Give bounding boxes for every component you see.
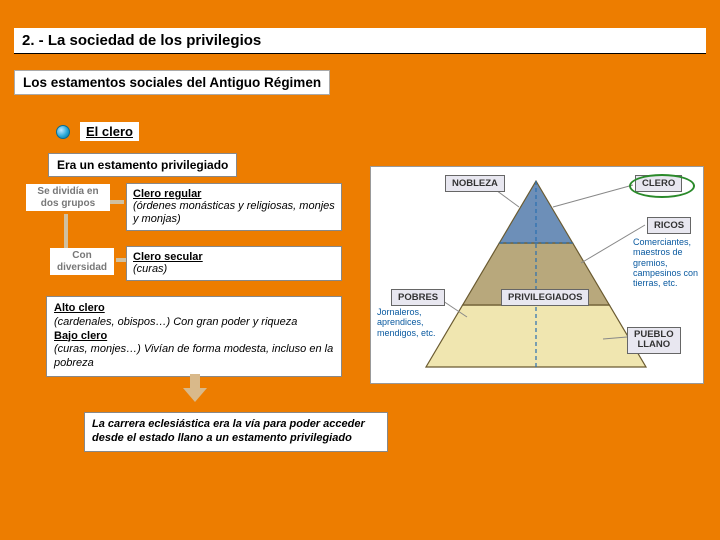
bajo-clero-desc: (curas, monjes…) Vivían de forma modesta… <box>54 343 334 371</box>
label-nobleza: NOBLEZA <box>445 175 505 192</box>
alto-clero-title: Alto clero <box>54 302 334 316</box>
page-title: 2. - La sociedad de los privilegios <box>14 28 706 54</box>
text-pobres: Jornaleros, aprendices, mendigos, etc. <box>377 307 449 338</box>
label-pobres: POBRES <box>391 289 445 306</box>
page-subtitle: Los estamentos sociales del Antiguo Régi… <box>14 70 330 95</box>
section-header: El clero <box>56 122 139 141</box>
clero-regular-desc: (órdenes monásticas y religiosas, monjes… <box>133 200 335 226</box>
label-ricos: RICOS <box>647 217 691 234</box>
clero-secular-title: Clero secular <box>133 251 335 263</box>
clero-secular-desc: (curas) <box>133 263 335 276</box>
clero-secular-box: Clero secular (curas) <box>126 246 342 281</box>
ellipse-highlight-icon <box>629 174 695 198</box>
clero-regular-box: Clero regular (órdenes monásticas y reli… <box>126 183 342 231</box>
hierarchy-box: Alto clero (cardenales, obispos…) Con gr… <box>46 296 342 377</box>
label-privilegiados: PRIVILEGIADOS <box>501 289 589 306</box>
sublabel-groups: Se dividía en dos grupos <box>26 184 110 211</box>
clero-regular-title: Clero regular <box>133 188 335 200</box>
text-ricos: Comerciantes, maestros de gremios, campe… <box>633 237 703 289</box>
alto-clero-desc: (cardenales, obispos…) Con gran poder y … <box>54 316 334 330</box>
bajo-clero-title: Bajo clero <box>54 330 334 344</box>
bullet-icon <box>56 125 70 139</box>
section-label: El clero <box>80 122 139 141</box>
label-pueblo-llano: PUEBLOLLANO <box>627 327 681 354</box>
pyramid-diagram: NOBLEZA CLERO RICOS Comerciantes, maestr… <box>370 166 704 384</box>
sublabel-diversity: Con diversidad <box>50 248 114 275</box>
conclusion-box: La carrera eclesiástica era la vía para … <box>84 412 388 452</box>
privileged-box: Era un estamento privilegiado <box>48 153 237 177</box>
